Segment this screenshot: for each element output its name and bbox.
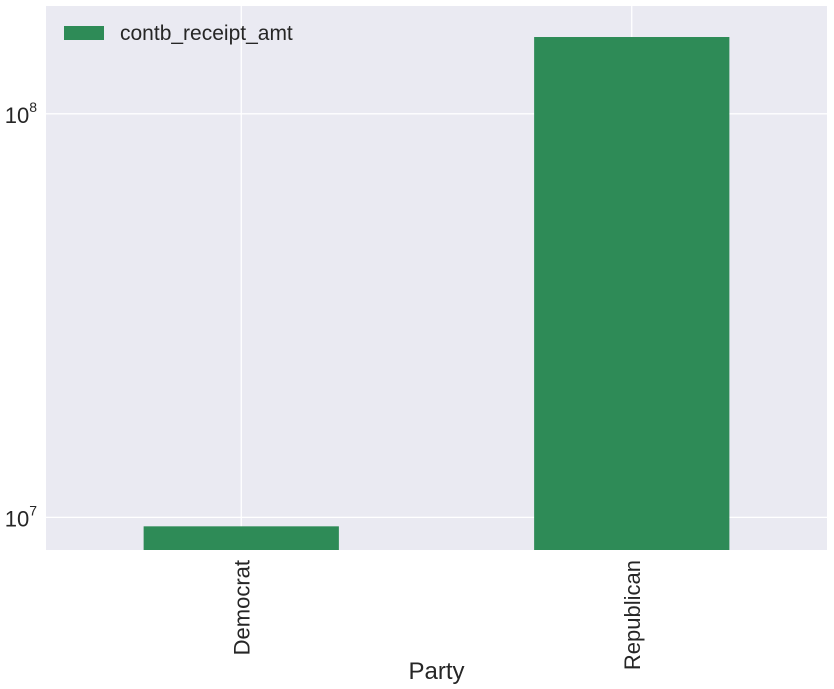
bar-republican[interactable]	[534, 37, 730, 551]
y-tick-label: 108	[5, 99, 37, 128]
legend[interactable]: contb_receipt_amt	[64, 22, 293, 45]
x-tick-label: Democrat	[229, 560, 254, 655]
x-axis-title: Party	[408, 658, 464, 685]
y-tick-base: 10	[5, 103, 29, 128]
bars	[143, 37, 730, 551]
legend-label: contb_receipt_amt	[120, 22, 293, 45]
y-tick-exponent: 8	[29, 99, 37, 115]
y-tick-base: 10	[5, 506, 29, 531]
y-tick-exponent: 7	[29, 502, 37, 518]
x-tick-label: Republican	[620, 560, 645, 670]
y-tick-label: 107	[5, 502, 37, 531]
legend-swatch	[64, 26, 104, 40]
x-axis-ticks: Democrat Republican	[229, 560, 645, 670]
bar-democrat[interactable]	[143, 526, 339, 550]
